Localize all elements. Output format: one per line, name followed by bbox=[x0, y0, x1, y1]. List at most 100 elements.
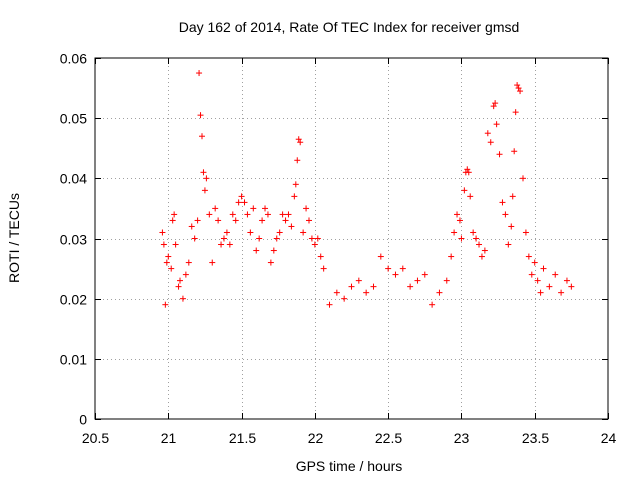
data-point bbox=[191, 235, 198, 242]
data-point bbox=[206, 211, 213, 218]
data-point bbox=[320, 265, 327, 272]
x-tick-label: 21.5 bbox=[229, 430, 256, 446]
data-point bbox=[177, 277, 184, 284]
data-point bbox=[196, 70, 203, 77]
data-point bbox=[305, 217, 312, 224]
data-point bbox=[464, 166, 471, 173]
data-point bbox=[262, 205, 269, 212]
data-point bbox=[209, 259, 216, 266]
x-axis-label: GPS time / hours bbox=[296, 458, 403, 474]
data-point bbox=[493, 121, 500, 128]
data-point bbox=[451, 229, 458, 236]
data-point bbox=[568, 283, 575, 290]
data-point bbox=[528, 271, 535, 278]
data-point bbox=[502, 211, 509, 218]
data-point bbox=[490, 103, 497, 110]
data-point bbox=[259, 217, 266, 224]
data-point bbox=[238, 193, 245, 200]
data-point bbox=[481, 247, 488, 254]
data-point bbox=[253, 247, 260, 254]
data-point bbox=[487, 139, 494, 146]
data-point bbox=[508, 223, 515, 230]
data-point bbox=[182, 271, 189, 278]
data-point bbox=[218, 241, 225, 248]
data-point bbox=[297, 139, 304, 146]
data-point bbox=[308, 235, 315, 242]
y-tick-label: 0.02 bbox=[60, 292, 87, 308]
data-points bbox=[159, 70, 575, 308]
data-point bbox=[203, 175, 210, 182]
data-point bbox=[197, 112, 204, 119]
y-tick-label: 0.05 bbox=[60, 111, 87, 127]
data-point bbox=[456, 217, 463, 224]
data-point bbox=[200, 169, 207, 176]
data-point bbox=[172, 241, 179, 248]
data-point bbox=[515, 85, 522, 92]
data-point bbox=[492, 100, 499, 107]
data-point bbox=[247, 229, 254, 236]
data-point bbox=[188, 223, 195, 230]
data-point bbox=[241, 199, 248, 206]
data-point bbox=[198, 133, 205, 140]
y-tick-label: 0.04 bbox=[60, 171, 87, 187]
data-point bbox=[215, 217, 222, 224]
data-point bbox=[563, 277, 570, 284]
data-point bbox=[531, 259, 538, 266]
data-point bbox=[273, 235, 280, 242]
data-point bbox=[300, 229, 307, 236]
data-point bbox=[458, 235, 465, 242]
axis-ticks bbox=[95, 58, 609, 420]
data-point bbox=[461, 187, 468, 194]
data-point bbox=[314, 235, 321, 242]
data-point bbox=[226, 241, 233, 248]
data-point bbox=[517, 88, 524, 95]
data-point bbox=[288, 223, 295, 230]
data-point bbox=[499, 199, 506, 206]
data-point bbox=[250, 205, 257, 212]
y-tick-label: 0 bbox=[79, 412, 87, 428]
data-point bbox=[162, 301, 169, 308]
data-point bbox=[512, 109, 519, 116]
data-point bbox=[519, 175, 526, 182]
data-point bbox=[511, 148, 518, 155]
data-point bbox=[175, 283, 182, 290]
data-point bbox=[165, 253, 172, 260]
data-point bbox=[473, 235, 480, 242]
data-point bbox=[546, 283, 553, 290]
data-point bbox=[514, 82, 521, 89]
y-axis-label: ROTI / TECUs bbox=[6, 193, 22, 283]
data-point bbox=[399, 265, 406, 272]
data-point bbox=[377, 253, 384, 260]
data-point bbox=[194, 217, 201, 224]
data-point bbox=[467, 193, 474, 200]
data-point bbox=[454, 211, 461, 218]
data-point bbox=[223, 229, 230, 236]
data-point bbox=[267, 259, 274, 266]
plot-frame bbox=[94, 57, 609, 420]
x-tick-label: 21 bbox=[161, 430, 177, 446]
data-point bbox=[509, 193, 516, 200]
data-point bbox=[326, 301, 333, 308]
data-point bbox=[478, 253, 485, 260]
data-point bbox=[370, 283, 377, 290]
data-point bbox=[443, 277, 450, 284]
data-point bbox=[484, 130, 491, 137]
data-point bbox=[421, 271, 428, 278]
data-point bbox=[285, 211, 292, 218]
data-point bbox=[534, 277, 541, 284]
data-point bbox=[505, 241, 512, 248]
data-point bbox=[558, 289, 565, 296]
data-point bbox=[232, 217, 239, 224]
data-point bbox=[171, 211, 178, 218]
data-point bbox=[229, 211, 236, 218]
data-point bbox=[270, 247, 277, 254]
data-point bbox=[522, 229, 529, 236]
chart-title: Day 162 of 2014, Rate Of TEC Index for r… bbox=[179, 19, 520, 35]
data-point bbox=[292, 181, 299, 188]
data-point bbox=[363, 289, 370, 296]
y-tick-label: 0.06 bbox=[60, 51, 87, 67]
data-point bbox=[348, 283, 355, 290]
data-point bbox=[465, 169, 472, 176]
data-point bbox=[436, 289, 443, 296]
